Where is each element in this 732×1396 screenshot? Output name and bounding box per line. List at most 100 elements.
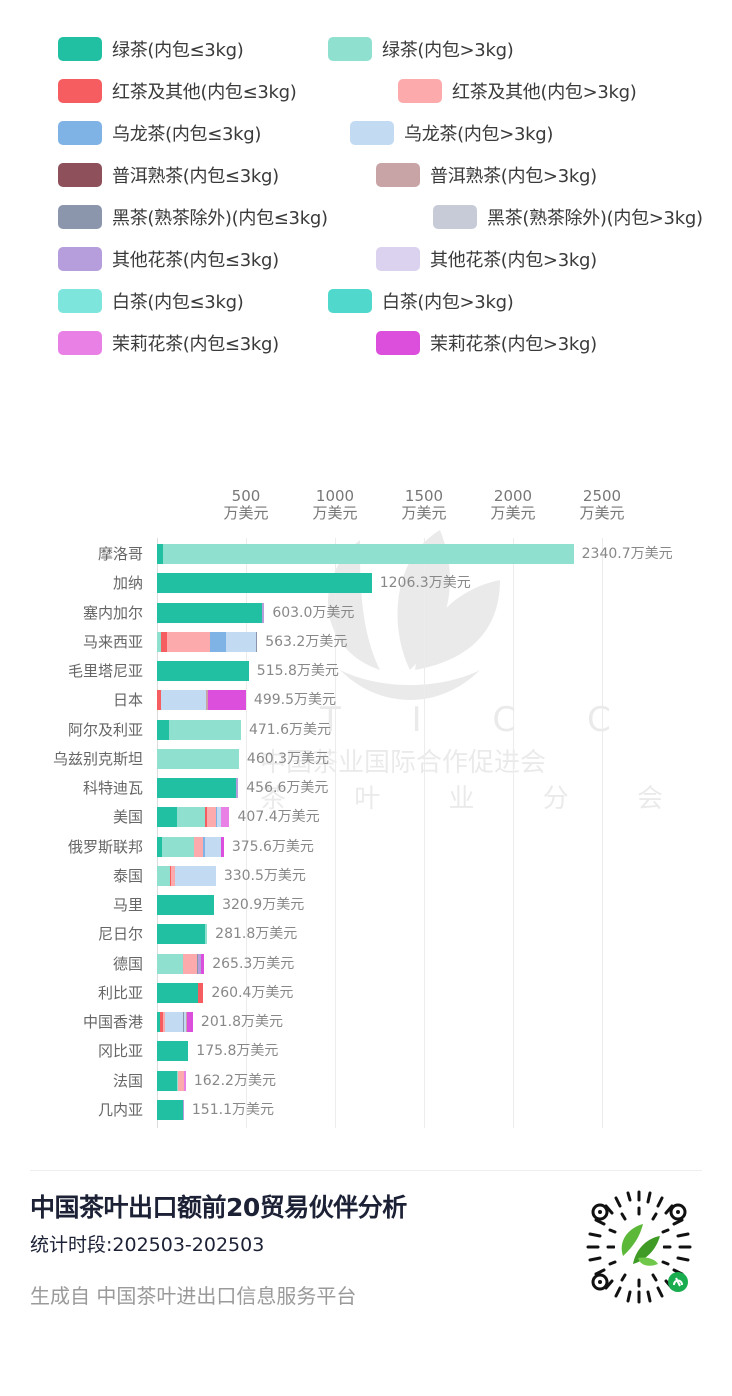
stacked-bar[interactable] xyxy=(157,924,208,945)
bar-segment[interactable] xyxy=(157,778,236,799)
bar-segment[interactable] xyxy=(255,631,258,652)
bar-segment[interactable] xyxy=(206,807,216,828)
bar-segment[interactable] xyxy=(170,865,172,886)
legend-item[interactable]: 乌龙茶(内包≤3kg) xyxy=(58,120,261,146)
bar-segment[interactable] xyxy=(262,602,265,623)
bar-segment[interactable] xyxy=(157,924,206,945)
bar-segment[interactable] xyxy=(159,1012,164,1033)
bar-segment[interactable] xyxy=(163,1012,165,1033)
stacked-bar[interactable] xyxy=(157,1099,184,1120)
bar-segment[interactable] xyxy=(205,807,207,828)
bar-segment[interactable] xyxy=(157,544,164,564)
bar-segment[interactable] xyxy=(157,982,198,1003)
legend-item[interactable]: 绿茶(内包>3kg) xyxy=(328,36,514,62)
bar-segment[interactable] xyxy=(221,836,224,857)
bar-segment[interactable] xyxy=(205,836,222,857)
bar-segment[interactable] xyxy=(182,1099,184,1120)
bar-segment[interactable] xyxy=(157,865,171,886)
bar-segment[interactable] xyxy=(157,1012,160,1033)
bar-segment[interactable] xyxy=(160,631,167,652)
bar-segment[interactable] xyxy=(157,1070,177,1091)
stacked-bar[interactable] xyxy=(157,982,204,1003)
stacked-bar[interactable] xyxy=(157,1041,189,1062)
stacked-bar[interactable] xyxy=(157,573,372,594)
legend-item[interactable]: 黑茶(熟茶除外)(内包≤3kg) xyxy=(58,204,328,230)
legend-item[interactable]: 绿茶(内包≤3kg) xyxy=(58,36,244,62)
stacked-bar[interactable] xyxy=(157,1012,193,1033)
bar-segment[interactable] xyxy=(178,1070,184,1091)
bar-segment[interactable] xyxy=(157,661,249,682)
bar-segment[interactable] xyxy=(203,836,206,857)
bar-segment[interactable] xyxy=(163,544,574,564)
bar-segment[interactable] xyxy=(162,836,195,857)
bar-segment[interactable] xyxy=(217,807,222,828)
stacked-bar[interactable] xyxy=(157,748,239,769)
bar-segment[interactable] xyxy=(182,953,198,974)
bar-segment[interactable] xyxy=(186,1012,188,1033)
bar-segment[interactable] xyxy=(215,807,218,828)
legend-item[interactable]: 白茶(内包>3kg) xyxy=(328,288,514,314)
bar-segment[interactable] xyxy=(208,690,246,711)
stacked-bar[interactable] xyxy=(157,690,246,711)
stacked-bar[interactable] xyxy=(157,602,265,623)
bar-segment[interactable] xyxy=(205,924,208,945)
bar-segment[interactable] xyxy=(183,1012,187,1033)
legend-item[interactable]: 红茶及其他(内包≤3kg) xyxy=(58,78,297,104)
bar-segment[interactable] xyxy=(160,690,206,711)
legend-item[interactable]: 普洱熟茶(内包>3kg) xyxy=(376,162,597,188)
stacked-bar[interactable] xyxy=(157,836,224,857)
bar-segment[interactable] xyxy=(157,748,239,769)
bar-segment[interactable] xyxy=(157,719,169,740)
bar-segment[interactable] xyxy=(171,865,175,886)
mini-program-qr-code-icon[interactable] xyxy=(578,1186,700,1308)
bar-segment[interactable] xyxy=(157,631,161,652)
bar-segment[interactable] xyxy=(221,807,230,828)
bar-segment[interactable] xyxy=(166,631,211,652)
bar-segment[interactable] xyxy=(235,778,239,799)
bar-segment[interactable] xyxy=(157,1099,183,1120)
bar-segment[interactable] xyxy=(157,953,183,974)
bar-segment[interactable] xyxy=(182,1012,184,1033)
bar-segment[interactable] xyxy=(157,1041,189,1062)
bar-segment[interactable] xyxy=(157,690,161,711)
bar-segment[interactable] xyxy=(210,631,227,652)
stacked-bar[interactable] xyxy=(157,631,258,652)
bar-segment[interactable] xyxy=(176,807,206,828)
legend-item[interactable]: 其他花茶(内包>3kg) xyxy=(376,246,597,272)
stacked-bar[interactable] xyxy=(157,778,239,799)
bar-segment[interactable] xyxy=(200,953,205,974)
legend-item[interactable]: 普洱熟茶(内包≤3kg) xyxy=(58,162,279,188)
stacked-bar[interactable] xyxy=(157,719,241,740)
legend-item[interactable]: 白茶(内包≤3kg) xyxy=(58,288,244,314)
legend-item[interactable]: 茉莉花茶(内包≤3kg) xyxy=(58,330,279,356)
stacked-bar[interactable] xyxy=(157,807,230,828)
stacked-bar[interactable] xyxy=(157,661,249,682)
bar-segment[interactable] xyxy=(174,865,216,886)
legend-item[interactable]: 其他花茶(内包≤3kg) xyxy=(58,246,279,272)
bar-segment[interactable] xyxy=(157,836,163,857)
stacked-bar[interactable] xyxy=(157,865,216,886)
stacked-bar[interactable] xyxy=(157,544,574,564)
bar-segment[interactable] xyxy=(226,631,256,652)
bar-segment[interactable] xyxy=(183,1070,186,1091)
bar-segment[interactable] xyxy=(198,953,201,974)
bar-segment[interactable] xyxy=(197,982,204,1003)
stacked-bar[interactable] xyxy=(157,895,215,916)
bar-segment[interactable] xyxy=(168,719,241,740)
bar-segment[interactable] xyxy=(187,1012,193,1033)
stacked-bar[interactable] xyxy=(157,1070,186,1091)
legend-item[interactable]: 茉莉花茶(内包>3kg) xyxy=(376,330,597,356)
bar-segment[interactable] xyxy=(197,953,199,974)
legend-item[interactable]: 红茶及其他(内包>3kg) xyxy=(398,78,637,104)
bar-segment[interactable] xyxy=(194,836,204,857)
bar-segment[interactable] xyxy=(205,690,209,711)
bar-segment[interactable] xyxy=(157,573,372,594)
bar-segment[interactable] xyxy=(157,895,215,916)
bar-segment[interactable] xyxy=(164,1012,183,1033)
bar-segment[interactable] xyxy=(176,1070,179,1091)
bar-segment[interactable] xyxy=(157,602,263,623)
stacked-bar[interactable] xyxy=(157,953,205,974)
legend-item[interactable]: 乌龙茶(内包>3kg) xyxy=(350,120,553,146)
bar-segment[interactable] xyxy=(157,807,177,828)
legend-item[interactable]: 黑茶(熟茶除外)(内包>3kg) xyxy=(433,204,703,230)
